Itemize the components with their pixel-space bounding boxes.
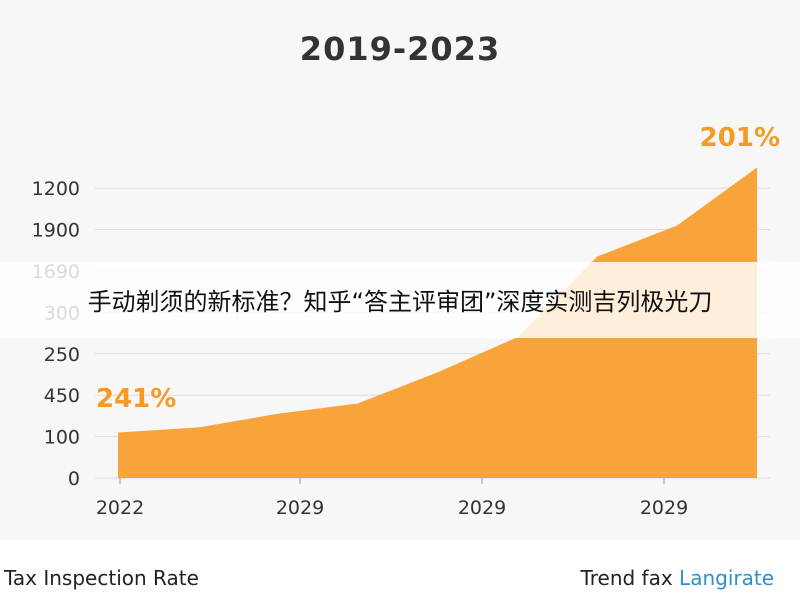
chart-title: 2019-2023: [299, 30, 501, 68]
x-tick-label: 2022: [96, 497, 144, 519]
y-tick-label: 1200: [32, 178, 80, 200]
x-tick-label: 2029: [458, 497, 506, 519]
annotations: 241% 201%: [96, 123, 780, 414]
y-tick-label: 250: [44, 344, 80, 366]
x-axis-ticks: 2022 2029 2029 2029: [96, 478, 688, 519]
footer-left-label: Tax Inspection Rate: [4, 566, 199, 590]
y-tick-label: 0: [68, 468, 80, 490]
annotation-label: 201%: [700, 123, 780, 153]
footer-right-accent: Langirate: [679, 566, 774, 590]
annotation-label: 241%: [96, 384, 176, 414]
footer-right-prefix: Trend fax: [580, 566, 680, 590]
footer-right-label: Trend fax Langirate: [580, 566, 774, 590]
y-tick-label: 1900: [32, 220, 80, 242]
y-tick-label: 450: [44, 385, 80, 407]
y-tick-label: 100: [44, 427, 80, 449]
overlay-banner-text: 手动剃须的新标准？知乎“答主评审团”深度实测吉列极光刀: [87, 288, 713, 316]
x-tick-label: 2029: [276, 497, 324, 519]
area-series-fill: [118, 167, 757, 478]
area-series: [118, 167, 757, 478]
x-tick-label: 2029: [640, 497, 688, 519]
overlay-banner: [0, 262, 800, 338]
